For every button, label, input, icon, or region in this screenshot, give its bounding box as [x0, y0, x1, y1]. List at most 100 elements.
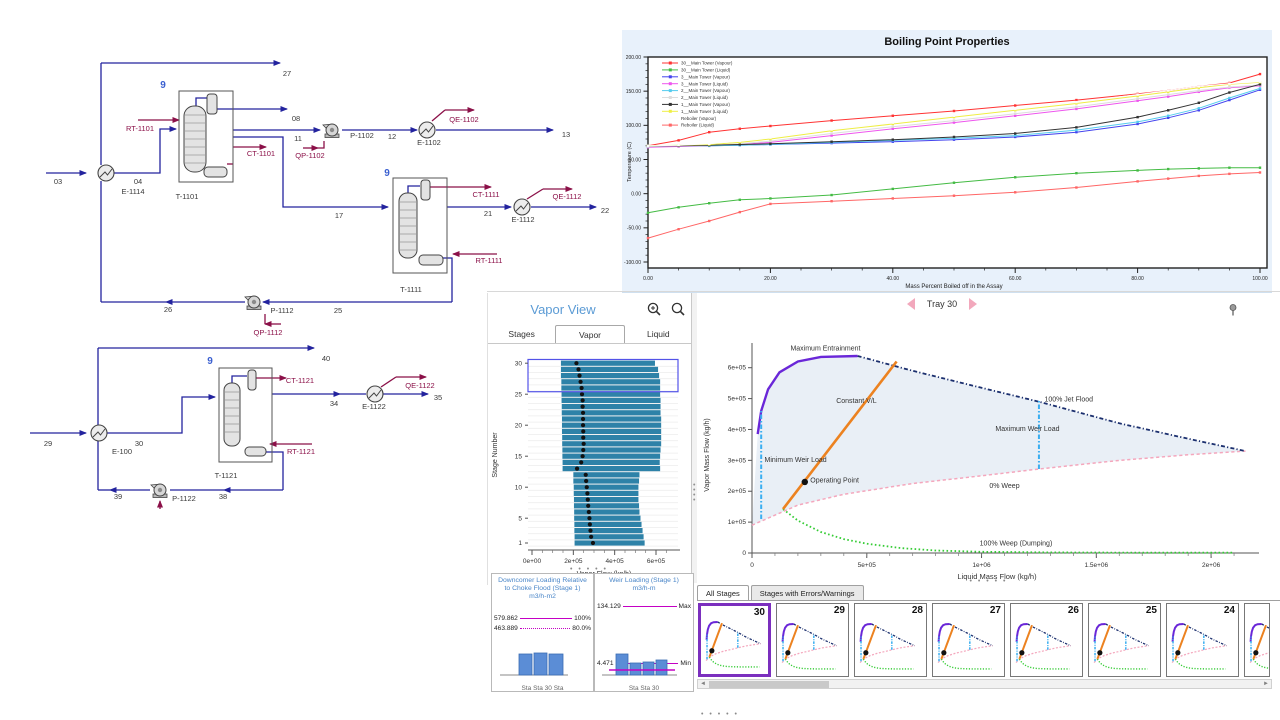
stage-thumbnail-partial[interactable] — [1244, 603, 1270, 677]
tower-T-1111-label[interactable]: T-1111 — [400, 285, 422, 294]
pump-P-1122-label[interactable]: P-1122 — [172, 494, 196, 503]
stage-thumbnail-26[interactable]: 26 — [1010, 603, 1083, 677]
vapor-bar-stage-11[interactable] — [573, 478, 640, 484]
vapor-bar-stage-8[interactable] — [573, 497, 639, 503]
vapor-bar-stage-28[interactable] — [560, 373, 660, 379]
pump-P-1102-label[interactable]: P-1102 — [350, 131, 374, 140]
stream-35-label[interactable]: 35 — [434, 393, 442, 402]
vapor-bar-stage-29[interactable] — [560, 366, 659, 372]
vapor-bar-stage-1[interactable] — [574, 540, 645, 546]
vapor-bar-stage-14[interactable] — [562, 459, 660, 465]
vapor-bar-stage-13[interactable] — [562, 466, 661, 472]
tab-stages[interactable]: Stages — [508, 329, 535, 339]
scrollbar-thumb[interactable] — [709, 681, 829, 688]
tower-T-1101[interactable] — [178, 90, 234, 183]
tab-stages-errors[interactable]: Stages with Errors/Warnings — [750, 585, 864, 601]
stage-thumbnail-30[interactable]: 30 — [698, 603, 771, 677]
stage-thumbnail-29[interactable]: 29 — [776, 603, 849, 677]
exchanger-E-1102[interactable] — [418, 121, 436, 139]
tray-hydraulics-chart[interactable]: 0 5e+05 1e+06 1.5e+06 2e+06 0 1e+05 2e+05 3e+05 4… — [697, 315, 1280, 583]
tower-T-1121[interactable] — [218, 367, 273, 463]
stream-08-label[interactable]: 08 — [292, 114, 300, 123]
stream-04-label[interactable]: 04 — [134, 177, 142, 186]
stream-13-label[interactable]: 13 — [562, 130, 570, 139]
stream-38-label[interactable]: 38 — [219, 492, 227, 501]
exchanger-E-1114-label[interactable]: E-1114 — [121, 187, 144, 196]
pin-icon[interactable] — [1227, 303, 1239, 317]
vapor-bar-stage-18[interactable] — [562, 435, 662, 441]
energy-CT-1121-label[interactable]: CT-1121 — [286, 376, 314, 385]
stream-11-label[interactable]: 11 — [294, 134, 302, 143]
next-tray-button[interactable] — [969, 298, 978, 310]
tab-vapor[interactable]: Vapor — [555, 325, 625, 343]
vapor-bar-stage-22[interactable] — [561, 410, 661, 416]
stream-25-label[interactable]: 25 — [334, 306, 342, 315]
exchanger-E-1112[interactable] — [513, 198, 531, 216]
energy-RT-1111-label[interactable]: RT-1111 — [476, 256, 503, 265]
exchanger-E-1122[interactable] — [366, 385, 384, 403]
stream-12-label[interactable]: 12 — [388, 132, 396, 141]
stream-03-label[interactable]: 03 — [54, 177, 62, 186]
vapor-bar-stage-25[interactable] — [561, 391, 661, 397]
exchanger-E-100[interactable] — [90, 424, 108, 442]
energy-QE-1102-label[interactable]: QE-1102 — [449, 115, 478, 124]
pump-P-1112-label[interactable]: P-1112 — [270, 306, 293, 315]
energy-QP-1102-label[interactable]: QP-1102 — [295, 151, 324, 160]
exchanger-E-1112-label[interactable]: E-1112 — [511, 215, 534, 224]
horizontal-splitter-right[interactable]: • • • • • — [969, 578, 1008, 585]
stage-thumbnail-27[interactable]: 27 — [932, 603, 1005, 677]
vapor-bar-stage-17[interactable] — [562, 441, 662, 447]
energy-CT-1111-label[interactable]: CT-1111 — [472, 190, 499, 199]
stream-40-label[interactable]: 40 — [322, 354, 330, 363]
exchanger-E-1122-label[interactable]: E-1122 — [362, 402, 386, 411]
vapor-bar-stage-2[interactable] — [574, 534, 644, 540]
vapor-bar-stage-24[interactable] — [561, 397, 661, 403]
stage-thumbnail-24[interactable]: 24 — [1166, 603, 1239, 677]
scroll-left-arrow[interactable]: ◄ — [700, 681, 706, 687]
pump-P-1122[interactable] — [150, 483, 168, 498]
vapor-bar-stage-4[interactable] — [574, 521, 642, 527]
previous-tray-button[interactable] — [906, 298, 915, 310]
vapor-bar-stage-10[interactable] — [573, 484, 639, 490]
pump-P-1112[interactable] — [244, 295, 262, 310]
energy-QP-1112-label[interactable]: QP-1112 — [254, 328, 283, 337]
vapor-bar-stage-12[interactable] — [573, 472, 640, 478]
stage-selection-box[interactable] — [527, 358, 679, 393]
exchanger-E-100-label[interactable]: E-100 — [112, 447, 132, 456]
scroll-right-arrow[interactable]: ► — [1263, 681, 1269, 687]
pump-P-1102[interactable] — [322, 123, 340, 138]
tab-liquid[interactable]: Liquid — [646, 329, 670, 339]
energy-RT-1121-label[interactable]: RT-1121 — [287, 447, 315, 456]
vapor-bar-stage-19[interactable] — [561, 428, 662, 434]
energy-RT-1101-label[interactable]: RT-1101 — [126, 124, 154, 133]
vapor-bar-stage-27[interactable] — [561, 379, 661, 385]
exchanger-E-1102-label[interactable]: E-1102 — [417, 138, 441, 147]
vapor-bar-stage-21[interactable] — [561, 416, 662, 422]
zoom-out-icon[interactable] — [670, 301, 687, 318]
tower-T-1111[interactable] — [392, 177, 448, 274]
vapor-bar-stage-20[interactable] — [561, 422, 662, 428]
stream-27-label[interactable]: 27 — [283, 69, 291, 78]
stream-39-label[interactable]: 39 — [114, 492, 122, 501]
exchanger-E-1114[interactable] — [97, 164, 115, 182]
bottom-splitter-dots[interactable]: • • • • • — [700, 711, 740, 718]
stream-30-label[interactable]: 30 — [135, 439, 143, 448]
energy-QE-1112-label[interactable]: QE-1112 — [553, 192, 582, 201]
horizontal-splitter-left[interactable]: • • • • • — [569, 566, 609, 573]
stage-thumbnail-25[interactable]: 25 — [1088, 603, 1161, 677]
stream-22-label[interactable]: 22 — [601, 206, 609, 215]
vapor-bar-stage-23[interactable] — [561, 404, 661, 410]
vapor-bar-stage-16[interactable] — [562, 447, 661, 453]
stream-34-label[interactable]: 34 — [330, 399, 338, 408]
stream-21-label[interactable]: 21 — [484, 209, 492, 218]
stream-29-label[interactable]: 29 — [44, 439, 52, 448]
stage-thumbnail-28[interactable]: 28 — [854, 603, 927, 677]
vapor-bar-stage-15[interactable] — [562, 453, 661, 459]
tab-all-stages[interactable]: All Stages — [697, 585, 749, 601]
vapor-bar-stage-26[interactable] — [561, 385, 661, 391]
vapor-bar-stage-5[interactable] — [574, 515, 641, 521]
vapor-bar-stage-3[interactable] — [574, 528, 643, 534]
process-flow-diagram[interactable]: 9 9 9 03 04E-1114 27 RT-1101 T-1101 08 11 CT-1101 P… — [0, 0, 660, 560]
thumbnails-scrollbar[interactable]: ◄ ► — [697, 679, 1272, 689]
